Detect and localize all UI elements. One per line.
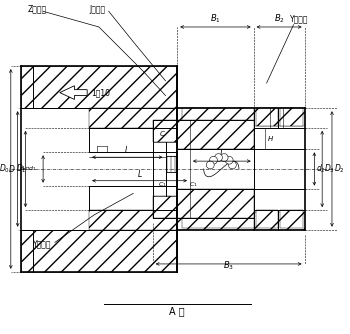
Text: $D_1$: $D_1$ <box>16 163 27 175</box>
Text: $H$: $H$ <box>267 134 274 143</box>
Bar <box>177 212 304 230</box>
Circle shape <box>220 154 228 161</box>
Bar <box>21 66 177 108</box>
Bar <box>153 196 177 218</box>
Text: 1：10: 1：10 <box>91 88 110 97</box>
Text: $D_0$: $D_0$ <box>0 163 10 175</box>
Bar <box>89 108 177 128</box>
Text: $L$: $L$ <box>124 144 130 155</box>
Bar <box>177 108 304 126</box>
Text: Z型轴孔: Z型轴孔 <box>27 5 47 14</box>
Circle shape <box>210 156 217 164</box>
Text: $L$: $L$ <box>136 168 142 179</box>
Polygon shape <box>60 86 87 100</box>
Circle shape <box>206 161 214 169</box>
Circle shape <box>229 161 236 169</box>
Text: Y型轴孔: Y型轴孔 <box>33 240 52 249</box>
Text: J型轴孔: J型轴孔 <box>89 5 105 14</box>
Text: $d_2$: $d_2$ <box>316 163 326 175</box>
Bar <box>182 108 254 126</box>
Text: A 型: A 型 <box>169 306 185 316</box>
Text: $B_1$: $B_1$ <box>210 12 221 25</box>
Bar <box>256 210 278 228</box>
Bar <box>89 210 177 230</box>
Bar <box>89 210 177 230</box>
Text: Y型轴孔: Y型轴孔 <box>290 15 308 24</box>
Bar <box>89 152 177 186</box>
Text: $C_1$: $C_1$ <box>158 180 167 188</box>
Text: $D$: $D$ <box>8 163 15 174</box>
Text: $d_z，d_1$: $d_z，d_1$ <box>19 165 36 173</box>
Text: $C$: $C$ <box>159 129 166 138</box>
Text: $D_2$: $D_2$ <box>334 163 345 175</box>
Bar <box>182 210 254 228</box>
Bar <box>153 120 177 142</box>
Text: $D_3$: $D_3$ <box>324 163 335 175</box>
Bar <box>21 230 177 272</box>
Circle shape <box>215 154 222 161</box>
Text: $C_1$: $C_1$ <box>189 180 197 188</box>
Bar <box>256 108 278 126</box>
Bar <box>280 210 303 228</box>
Text: $B_2$: $B_2$ <box>274 12 285 25</box>
Bar <box>177 120 254 149</box>
Bar <box>89 108 177 128</box>
Text: $L$: $L$ <box>219 148 225 159</box>
Circle shape <box>225 156 233 164</box>
Bar <box>177 188 254 218</box>
Bar <box>280 108 303 126</box>
Text: $B_3$: $B_3$ <box>223 259 234 272</box>
